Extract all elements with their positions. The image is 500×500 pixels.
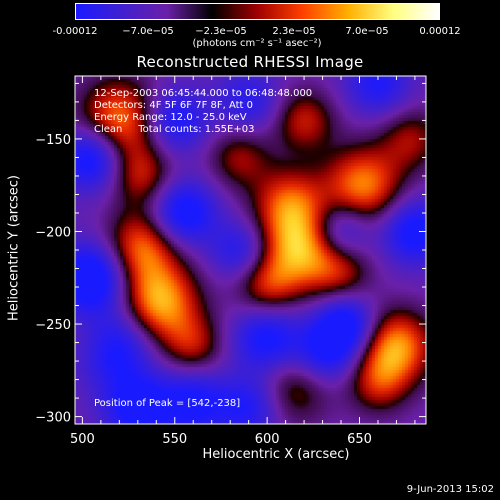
y-tick-label: −300 [35,411,71,426]
peak-position-label: Position of Peak = [542,-238] [94,398,241,409]
colorbar-tick-label: 0.00012 [419,26,461,37]
colorbar [75,3,440,20]
x-tick-label: 600 [255,432,280,447]
colorbar-tick-label: -0.00012 [52,26,98,37]
y-tick-label: −250 [35,318,71,333]
chart-title: Reconstructed RHESSI Image [136,53,364,71]
y-axis: −150 −200 −250 −300 [35,82,426,426]
y-tick-label: −150 [35,133,71,148]
x-axis: 500 550 600 650 [70,76,416,447]
detectors-label: Detectors: 4F 5F 6F 7F 8F, Att 0 [94,100,254,111]
colorbar-tick-label: −7.0e−05 [122,26,174,37]
x-tick-label: 550 [162,432,187,447]
energy-range-label: Energy Range: 12.0 - 25.0 keV [94,112,247,123]
footer-date: 9-Jun-2013 15:02 [406,484,494,495]
heatmap-image [75,76,426,424]
colorbar-tick-label: 2.3e−05 [272,26,316,37]
x-tick-label: 500 [70,432,95,447]
y-axis-label: Heliocentric Y (arcsec) [6,175,22,321]
clean-counts-label: Clean Total counts: 1.55E+03 [94,124,255,135]
x-axis-label: Heliocentric X (arcsec) [202,447,350,462]
colorbar-tick-label: 7.0e−05 [345,26,389,37]
x-tick-label: 650 [347,432,372,447]
colorbar-units: (photons cm⁻² s⁻¹ asec⁻²) [192,38,322,49]
colorbar-tick-label: −2.3e−05 [195,26,247,37]
y-tick-label: −200 [35,225,71,240]
time-range-label: 12-Sep-2003 06:45:44.000 to 06:48:48.000 [94,88,313,99]
